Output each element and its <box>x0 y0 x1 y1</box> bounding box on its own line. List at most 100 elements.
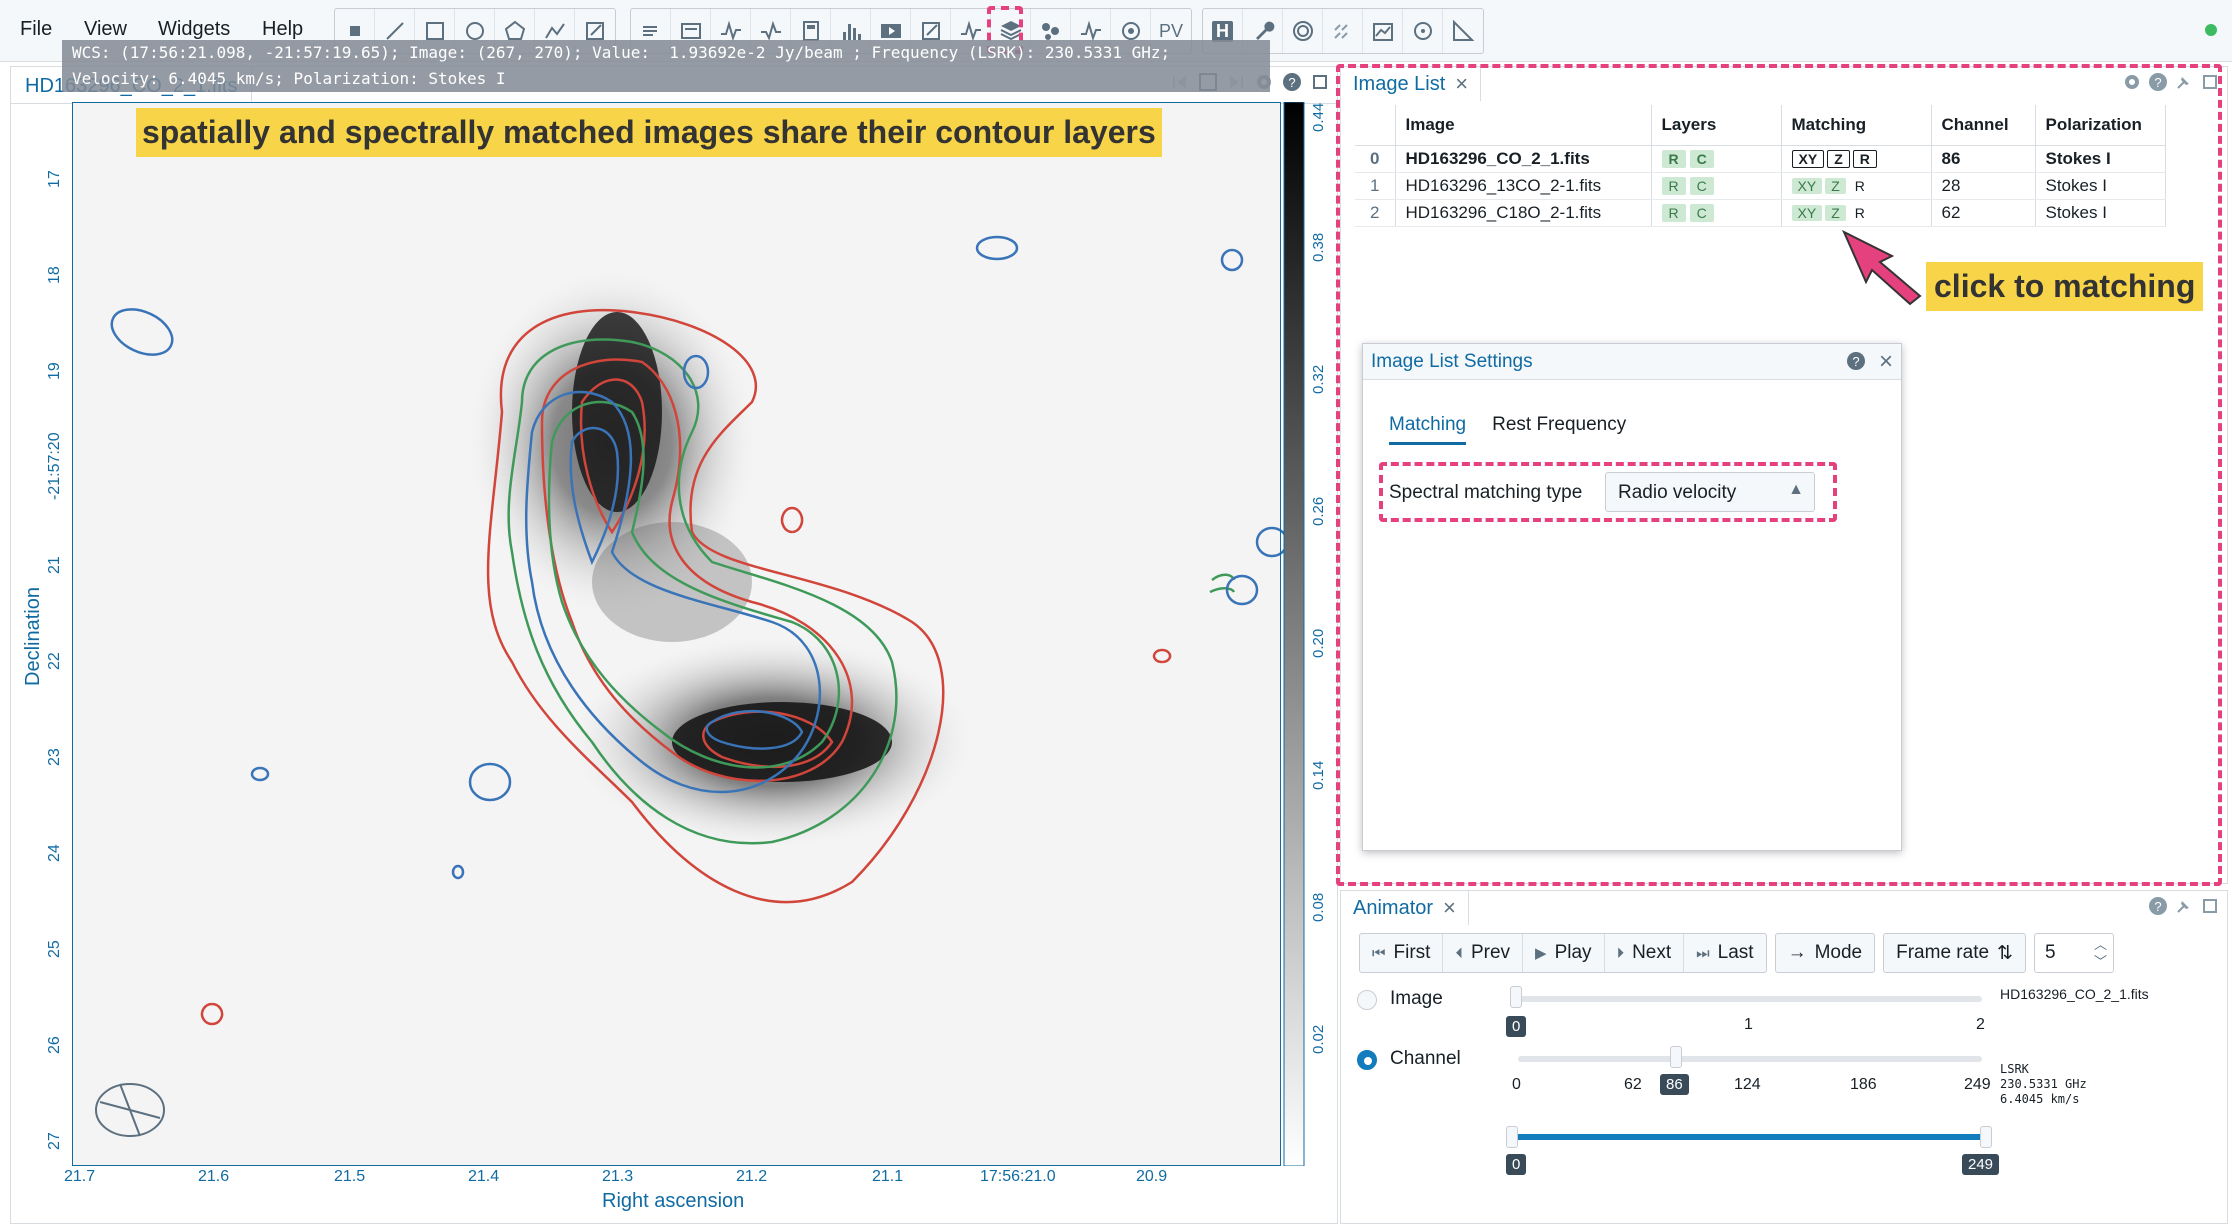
r-match-button[interactable]: R <box>1854 177 1865 194</box>
spectral-profiler-icon[interactable] <box>751 9 791 53</box>
channel-slider-handle[interactable] <box>1670 1046 1682 1068</box>
row-image-name[interactable]: HD163296_C18O_2-1.fits <box>1395 199 1652 227</box>
contour-layer-tag[interactable]: C <box>1689 149 1714 168</box>
prev-button[interactable]: ⏴ Prev <box>1443 934 1524 972</box>
r-match-button[interactable]: R <box>1852 149 1877 168</box>
pin-icon[interactable] <box>2173 895 2195 922</box>
image-plot[interactable] <box>72 102 1322 1166</box>
z-match-button[interactable]: Z <box>1825 177 1846 194</box>
wrench-icon[interactable] <box>1243 9 1283 53</box>
range-slider-min-handle[interactable] <box>1506 1126 1518 1148</box>
image-list-table: Image Layers Matching Channel Polarizati… <box>1355 105 2166 227</box>
pv-generator-button[interactable]: PV <box>1158 20 1183 41</box>
spectral-matching-select[interactable]: Radio velocity ▲ <box>1605 472 1815 512</box>
render-config-icon[interactable] <box>911 9 951 53</box>
image-slider-file: HD163296_CO_2_1.fits <box>2000 986 2149 1002</box>
xy-match-button[interactable]: XY <box>1791 204 1823 221</box>
dialog-header[interactable]: Image List Settings ? × <box>1363 344 1901 380</box>
moment-generator-icon[interactable] <box>1363 9 1403 53</box>
colorbar[interactable] <box>1284 102 1304 1166</box>
catalog-icon[interactable] <box>1031 9 1071 53</box>
file-header-button[interactable]: H <box>1203 9 1243 53</box>
polygon-region-icon[interactable] <box>495 9 535 53</box>
xy-match-button[interactable]: XY <box>1791 149 1825 168</box>
mode-button[interactable]: → Mode <box>1774 933 1876 973</box>
settings-gear-icon[interactable] <box>2121 71 2143 98</box>
spatial-profiler-icon[interactable] <box>711 9 751 53</box>
animator-icon[interactable] <box>871 9 911 53</box>
channel-slider-track[interactable] <box>1518 1056 1982 1062</box>
line-region-icon[interactable] <box>375 9 415 53</box>
image-radio[interactable] <box>1357 990 1377 1010</box>
cursor-info-icon[interactable] <box>1111 9 1151 53</box>
r-match-button[interactable]: R <box>1854 204 1865 221</box>
close-icon[interactable]: × <box>1455 71 1469 96</box>
maximize-icon[interactable] <box>1309 71 1331 98</box>
vector-overlay-icon[interactable] <box>1323 9 1363 53</box>
tab-rest-frequency[interactable]: Rest Frequency <box>1492 414 1627 435</box>
maximize-icon[interactable] <box>2199 71 2221 98</box>
menu-widgets[interactable]: Widgets <box>158 18 231 40</box>
histogram-icon[interactable] <box>831 9 871 53</box>
stepper-icon[interactable]: ︿ ﹀ <box>2093 937 2107 969</box>
menu-help[interactable]: Help <box>262 18 304 40</box>
menu-view[interactable]: View <box>84 18 127 40</box>
column-header-matching: Matching <box>1781 105 1932 146</box>
next-button[interactable]: ⏵ Next <box>1605 934 1685 972</box>
xy-match-button[interactable]: XY <box>1791 177 1823 194</box>
rectangle-region-icon[interactable] <box>415 9 455 53</box>
raster-layer-tag[interactable]: R <box>1661 203 1686 222</box>
annotation-icon[interactable] <box>575 9 615 53</box>
close-icon[interactable]: × <box>1878 348 1893 375</box>
channel-radio[interactable] <box>1357 1050 1377 1070</box>
image-slider-handle[interactable] <box>1510 986 1522 1008</box>
spectral-line-query-icon[interactable] <box>1071 9 1111 53</box>
help-icon[interactable]: ? <box>2147 895 2169 922</box>
contour-layer-tag[interactable]: C <box>1689 203 1714 222</box>
animator-tab[interactable]: Animator × <box>1341 891 1469 925</box>
menu-file[interactable]: File <box>20 18 53 40</box>
tab-matching[interactable]: Matching <box>1389 414 1467 445</box>
image-list-icon[interactable] <box>991 9 1031 53</box>
frame-rate-input[interactable]: 5 ︿ ﹀ <box>2033 933 2114 973</box>
help-icon[interactable]: ? <box>1281 71 1303 98</box>
range-slider-max-handle[interactable] <box>1980 1126 1992 1148</box>
raster-layer-tag[interactable]: R <box>1661 176 1686 195</box>
row-image-name[interactable]: HD163296_13CO_2-1.fits <box>1395 172 1652 200</box>
help-icon[interactable]: ? <box>1845 350 1867 377</box>
contour-icon[interactable] <box>1283 9 1323 53</box>
raster-layer-tag[interactable]: R <box>1661 149 1686 168</box>
colorbar-frame <box>1283 102 1305 1166</box>
close-icon[interactable]: × <box>1443 895 1456 920</box>
spectral-matching-label: Spectral matching type <box>1389 482 1583 503</box>
x-tick-label: 17:56:21.0 <box>980 1168 1056 1185</box>
help-icon[interactable]: ? <box>2147 71 2169 98</box>
last-button[interactable]: ⏭ Last <box>1684 934 1765 972</box>
mode-label: Mode <box>1814 942 1863 963</box>
range-slider-track[interactable] <box>1512 1134 1986 1140</box>
cursor-info-line2: Velocity: 6.4045 km/s; Polarization: Sto… <box>72 69 506 88</box>
image-list-tab[interactable]: Image List × <box>1341 67 1482 101</box>
pin-icon[interactable] <box>2173 71 2195 98</box>
play-button[interactable]: ▶ Play <box>1523 934 1605 972</box>
image-slider-track[interactable] <box>1518 996 1982 1002</box>
x-axis-label: Right ascension <box>602 1190 745 1212</box>
z-match-button[interactable]: Z <box>1827 149 1850 168</box>
frame-rate-select[interactable]: Frame rate ⇅ <box>1883 933 2026 973</box>
contour-layer-tag[interactable]: C <box>1689 176 1714 195</box>
ellipse-region-icon[interactable] <box>455 9 495 53</box>
pointer-icon[interactable] <box>335 9 375 53</box>
header-icon[interactable] <box>631 9 671 53</box>
distance-measure-icon[interactable] <box>1443 9 1483 53</box>
polyline-region-icon[interactable] <box>535 9 575 53</box>
first-button[interactable]: ⏮ First <box>1360 934 1444 972</box>
row-image-name[interactable]: HD163296_CO_2_1.fits <box>1395 145 1652 173</box>
row-polarization: Stokes I <box>2035 145 2166 173</box>
region-list-icon[interactable] <box>671 9 711 53</box>
image-fitting-icon[interactable] <box>1403 9 1443 53</box>
maximize-icon[interactable] <box>2199 895 2221 922</box>
z-match-button[interactable]: Z <box>1825 204 1846 221</box>
